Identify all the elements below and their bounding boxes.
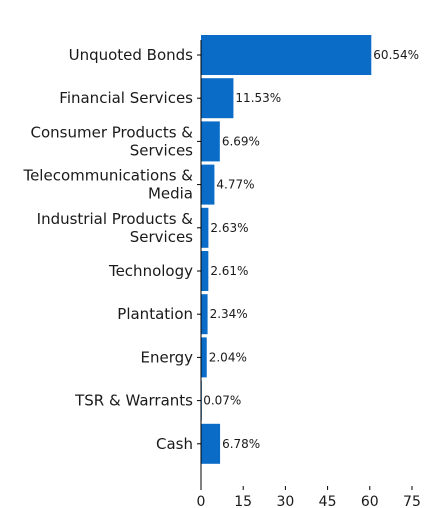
bar-3	[201, 164, 215, 205]
category-label-9: Cash	[156, 435, 193, 453]
bar-6	[201, 294, 208, 335]
value-label-7: 2.04%	[209, 350, 247, 364]
category-label-5: Technology	[108, 262, 193, 280]
value-label-4: 2.63%	[210, 221, 248, 235]
x-tick-label-1: 15	[234, 494, 252, 508]
value-label-9: 6.78%	[222, 437, 260, 451]
x-tick-label-4: 60	[361, 494, 379, 508]
category-label-0: Unquoted Bonds	[69, 46, 194, 64]
category-label-4: Industrial Products & Services	[37, 210, 194, 246]
bar-0	[201, 35, 372, 75]
category-label-2: Consumer Products & Services	[31, 123, 194, 159]
x-tick-label-2: 30	[276, 494, 294, 508]
value-label-5: 2.61%	[210, 264, 248, 278]
value-label-2: 6.69%	[222, 134, 260, 148]
x-tick-label-5: 75	[403, 494, 421, 508]
category-label-8: TSR & Warrants	[74, 392, 193, 410]
bar-5	[201, 251, 209, 291]
bar-4	[201, 207, 209, 248]
x-axis-ticks-group: 0 15 30 45 60 75	[197, 486, 421, 508]
category-labels-group: Unquoted Bonds Financial Services Consumer…	[22, 46, 193, 453]
category-label-1: Financial Services	[59, 89, 193, 107]
bars-group	[197, 35, 372, 464]
value-label-8: 0.07%	[203, 394, 241, 408]
bar-2	[201, 121, 220, 162]
category-label-7: Energy	[140, 348, 193, 366]
bar-7	[201, 337, 207, 378]
x-tick-label-0: 0	[197, 494, 206, 508]
value-label-6: 2.34%	[210, 307, 248, 321]
value-label-0: 60.54%	[373, 48, 419, 62]
value-labels-group: 60.54% 11.53% 6.69% 4.77% 2.63% 2.61% 2.34% 2.0…	[203, 48, 419, 451]
bar-1	[201, 78, 234, 119]
bar-9	[201, 423, 221, 464]
value-label-3: 4.77%	[216, 178, 254, 192]
x-tick-label-3: 45	[319, 494, 337, 508]
value-label-1: 11.53%	[235, 91, 281, 105]
category-label-6: Plantation	[117, 305, 193, 323]
category-label-3: Telecommunications & Media	[22, 167, 193, 203]
